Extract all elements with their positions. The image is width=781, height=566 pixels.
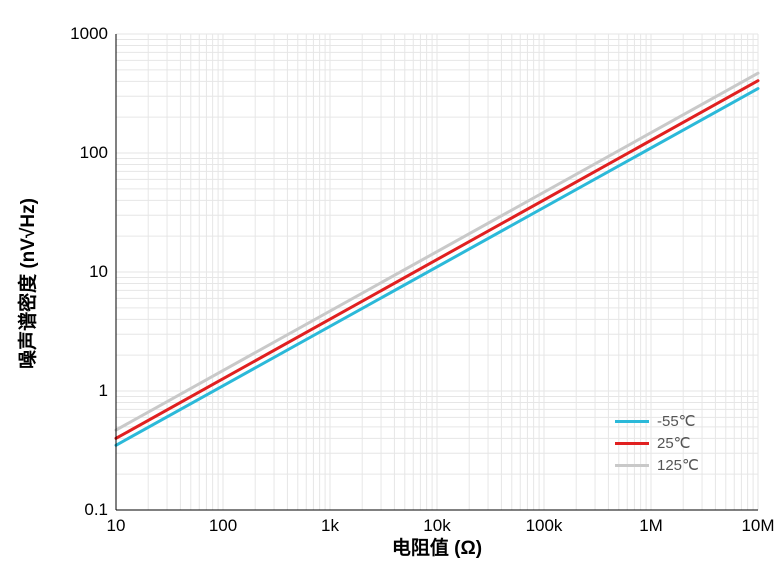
x-tick-label: 10k bbox=[423, 516, 450, 536]
x-tick-label: 10M bbox=[741, 516, 774, 536]
legend: -55℃ 25℃ 125℃ bbox=[615, 412, 699, 478]
legend-swatch bbox=[615, 464, 649, 467]
legend-swatch bbox=[615, 442, 649, 445]
legend-item: -55℃ bbox=[615, 412, 699, 430]
y-tick-label: 1 bbox=[99, 381, 108, 401]
x-tick-label: 1M bbox=[639, 516, 663, 536]
x-axis-label: 电阻值 (Ω) bbox=[116, 533, 758, 560]
legend-swatch bbox=[615, 420, 649, 423]
x-tick-label: 10 bbox=[107, 516, 126, 536]
y-axis-label: 噪声谱密度 (nV√Hz) bbox=[13, 198, 40, 369]
legend-label: 125℃ bbox=[657, 456, 699, 474]
y-tick-label: 1000 bbox=[70, 24, 108, 44]
y-axis-label-wrap: 噪声谱密度 (nV√Hz) bbox=[16, 0, 36, 566]
legend-item: 25℃ bbox=[615, 434, 699, 452]
y-tick-label: 100 bbox=[80, 143, 108, 163]
legend-label: -55℃ bbox=[657, 412, 696, 430]
legend-item: 125℃ bbox=[615, 456, 699, 474]
x-tick-label: 1k bbox=[321, 516, 339, 536]
y-tick-label: 0.1 bbox=[84, 500, 108, 520]
noise-density-chart: 噪声谱密度 (nV√Hz) 电阻值 (Ω) -55℃ 25℃ 125℃ 0.1 1 10… bbox=[0, 0, 781, 566]
x-tick-label: 100k bbox=[526, 516, 563, 536]
x-tick-label: 100 bbox=[209, 516, 237, 536]
y-tick-label: 10 bbox=[89, 262, 108, 282]
chart-svg bbox=[0, 0, 781, 566]
legend-label: 25℃ bbox=[657, 434, 691, 452]
